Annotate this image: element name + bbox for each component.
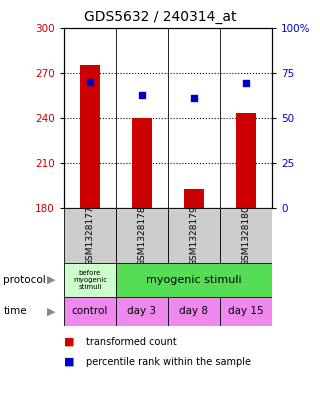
- Text: GSM1328179: GSM1328179: [189, 206, 198, 266]
- Text: GDS5632 / 240314_at: GDS5632 / 240314_at: [84, 9, 236, 24]
- FancyBboxPatch shape: [220, 297, 272, 326]
- Text: GSM1328178: GSM1328178: [138, 206, 147, 266]
- Text: ▶: ▶: [47, 275, 55, 285]
- Bar: [80, 65, 100, 208]
- Text: day 8: day 8: [180, 307, 209, 316]
- FancyBboxPatch shape: [116, 263, 272, 297]
- Text: ▶: ▶: [47, 307, 55, 316]
- Point: [87, 79, 92, 85]
- Text: ■: ■: [64, 337, 75, 347]
- FancyBboxPatch shape: [64, 208, 116, 263]
- Point: [191, 95, 196, 101]
- FancyBboxPatch shape: [168, 208, 220, 263]
- Point: [244, 80, 249, 86]
- Text: transformed count: transformed count: [86, 337, 177, 347]
- Text: ■: ■: [64, 356, 75, 367]
- Text: day 3: day 3: [127, 307, 156, 316]
- Text: percentile rank within the sample: percentile rank within the sample: [86, 356, 252, 367]
- Text: control: control: [72, 307, 108, 316]
- Text: GSM1328180: GSM1328180: [242, 206, 251, 266]
- FancyBboxPatch shape: [116, 208, 168, 263]
- Text: day 15: day 15: [228, 307, 264, 316]
- Text: myogenic stimuli: myogenic stimuli: [146, 275, 242, 285]
- Text: before
myogenic
stimuli: before myogenic stimuli: [73, 270, 107, 290]
- FancyBboxPatch shape: [64, 263, 116, 297]
- FancyBboxPatch shape: [220, 208, 272, 263]
- FancyBboxPatch shape: [116, 297, 168, 326]
- Bar: [236, 113, 256, 208]
- Bar: [184, 189, 204, 208]
- Text: protocol: protocol: [3, 275, 46, 285]
- Point: [140, 92, 145, 98]
- FancyBboxPatch shape: [168, 297, 220, 326]
- FancyBboxPatch shape: [64, 297, 116, 326]
- Bar: [132, 118, 152, 208]
- Text: time: time: [3, 307, 27, 316]
- Text: GSM1328177: GSM1328177: [85, 206, 94, 266]
